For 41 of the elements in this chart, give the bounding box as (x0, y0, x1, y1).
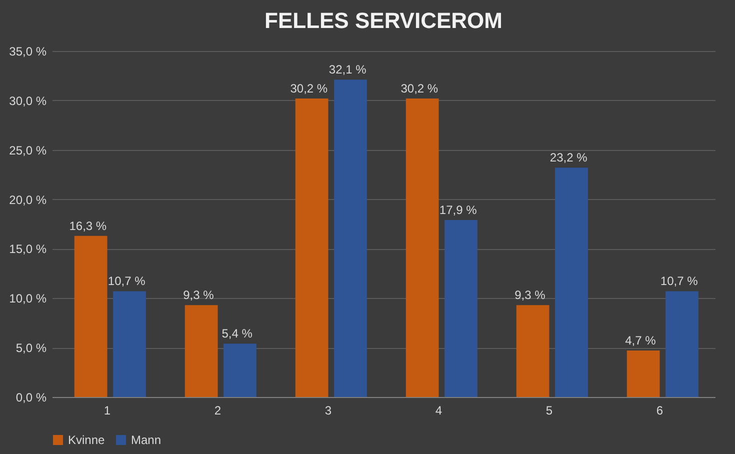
bar (74, 236, 108, 397)
bar (334, 80, 367, 397)
data-label: 32,1 % (328, 62, 367, 77)
bar (666, 291, 698, 397)
bar (626, 350, 660, 397)
bar (444, 220, 478, 397)
y-tick-label: 30,0 % (9, 94, 47, 108)
bar (184, 305, 218, 397)
data-label: 9,3 % (183, 288, 214, 302)
data-label: 4,7 % (625, 334, 656, 348)
y-tick-label: 25,0 % (9, 143, 47, 158)
data-label: 23,2 % (550, 150, 588, 165)
y-tick-label: 5,0 % (16, 341, 47, 356)
bar (406, 98, 439, 397)
x-tick-label: 2 (214, 404, 222, 418)
x-tick-label: 4 (435, 404, 442, 418)
data-label: 5,4 % (222, 326, 253, 341)
y-tick-label: 35,0 % (9, 44, 47, 58)
data-label: 16,3 % (69, 218, 107, 233)
bar (224, 344, 256, 397)
bar (295, 98, 328, 397)
y-tick-label: 10,0 % (9, 292, 47, 306)
data-label: 30,2 % (290, 81, 328, 96)
data-label: 30,2 % (400, 81, 438, 96)
bar (516, 305, 550, 397)
x-tick-label: 1 (104, 404, 111, 418)
data-label: 17,9 % (439, 203, 478, 218)
x-tick-label: 5 (546, 404, 553, 418)
data-label: 9,3 % (514, 288, 546, 302)
y-tick-label: 20,0 % (9, 192, 47, 207)
y-tick-label: 15,0 % (9, 242, 47, 256)
chart-title: FELLES SERVICEROM (264, 8, 502, 33)
legend-label: Kvinne (68, 433, 106, 447)
x-tick-label: 6 (656, 404, 664, 418)
bar (555, 168, 588, 397)
legend-label: Mann (131, 433, 162, 447)
bar (113, 291, 146, 397)
data-label: 10,7 % (660, 274, 698, 288)
x-tick-label: 3 (324, 404, 332, 418)
data-label: 10,7 % (108, 274, 146, 288)
y-tick-label: 0,0 % (16, 390, 47, 404)
